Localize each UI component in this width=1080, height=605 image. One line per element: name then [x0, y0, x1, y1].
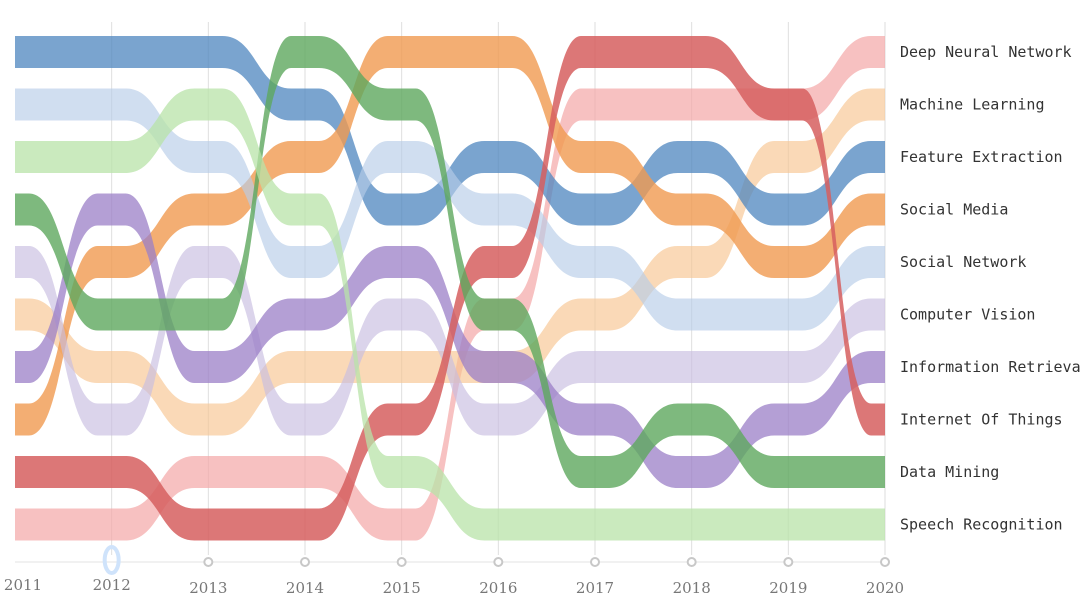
year-handle-2018[interactable]: [686, 557, 697, 567]
year-label-2014: 2014: [286, 579, 324, 597]
label-feature-extraction: Feature Extraction: [900, 148, 1063, 166]
year-label-2012: 2012: [93, 576, 131, 594]
year-label-2018: 2018: [673, 579, 711, 597]
band-social-network[interactable]: [15, 88, 885, 331]
year-label-2020: 2020: [866, 579, 904, 597]
label-data-mining: Data Mining: [900, 463, 999, 481]
year-label-2013: 2013: [189, 579, 227, 597]
topic-bands: [15, 36, 885, 541]
label-internet-of-things: Internet Of Things: [900, 411, 1063, 429]
year-label-2017: 2017: [576, 579, 614, 597]
year-handle-2013[interactable]: [203, 557, 214, 567]
label-machine-learning: Machine Learning: [900, 96, 1045, 114]
year-label-2015: 2015: [383, 579, 421, 597]
label-deep-neural-network: Deep Neural Network: [900, 43, 1072, 61]
year-handle-selected[interactable]: [102, 545, 121, 575]
year-handle-2016[interactable]: [493, 557, 504, 567]
year-label-2016: 2016: [479, 579, 517, 597]
year-handle-2019[interactable]: [783, 557, 794, 567]
band-computer-vision[interactable]: [15, 246, 885, 436]
year-handle-2017[interactable]: [590, 557, 600, 567]
label-speech-recognition: Speech Recognition: [900, 516, 1063, 534]
year-handle-2014[interactable]: [300, 557, 310, 567]
label-social-media: Social Media: [900, 201, 1008, 219]
topic-labels: Deep Neural Network Machine Learning Featu…: [900, 43, 1080, 534]
label-social-network: Social Network: [900, 253, 1026, 271]
year-label-2011: 2011: [4, 576, 42, 594]
label-information-retrieval: Information Retrieval: [900, 358, 1080, 376]
band-information-retrieval[interactable]: [15, 193, 885, 489]
label-computer-vision: Computer Vision: [900, 306, 1035, 324]
year-axis: 2011 2012 2013 2014 2015 2016 2017 2018 2019 2020: [4, 545, 904, 597]
year-handle-2020[interactable]: [880, 557, 890, 567]
year-label-2019: 2019: [769, 579, 807, 597]
year-handle-2015[interactable]: [396, 557, 407, 567]
